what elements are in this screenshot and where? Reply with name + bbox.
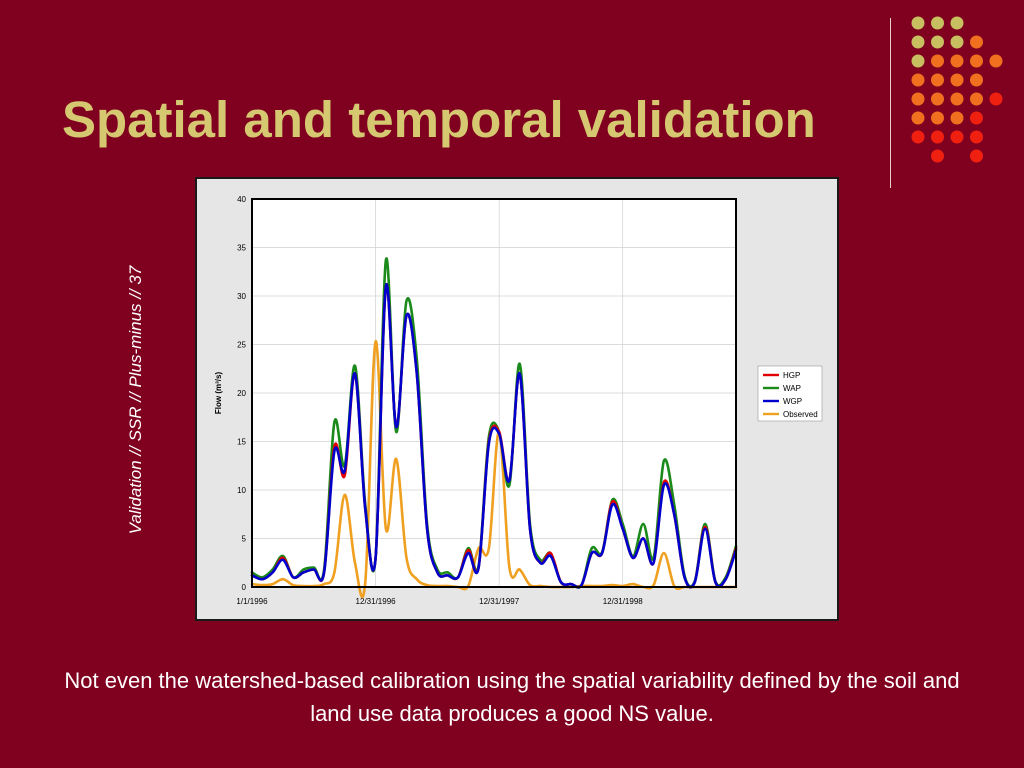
decor-dot (970, 54, 983, 68)
y-tick-label: 30 (237, 292, 246, 301)
decor-dot (950, 54, 964, 68)
decor-dot (931, 16, 944, 30)
decor-dot (931, 111, 944, 125)
decor-dot (970, 92, 983, 106)
y-tick-label: 15 (237, 438, 246, 447)
decor-dot (911, 54, 925, 68)
y-tick-label: 5 (242, 535, 247, 544)
decor-dot (950, 16, 964, 30)
slide-title: Spatial and temporal validation (62, 91, 816, 148)
series-line-observed (250, 340, 738, 599)
decor-dot (911, 35, 925, 49)
decor-dot (950, 35, 964, 49)
decor-dot (970, 130, 983, 144)
decor-dot (931, 54, 944, 68)
divider-line (890, 18, 891, 188)
y-tick-label: 10 (237, 486, 246, 495)
decor-dot (950, 73, 964, 87)
y-tick-labels: 0 5 10 15 20 25 30 35 40 (237, 195, 246, 592)
decor-dot (950, 111, 964, 125)
decor-dot (970, 35, 983, 49)
decor-dot (931, 149, 944, 163)
decor-dot (911, 16, 925, 30)
decor-dot (911, 92, 925, 106)
x-tick-labels: 1/1/1996 12/31/1996 12/31/1997 12/31/1998 (236, 597, 643, 606)
decor-dot (989, 54, 1003, 68)
decor-dot (989, 92, 1003, 106)
series-line-wgp (250, 282, 738, 589)
legend: HGP WAP WGP Observed (757, 365, 823, 422)
flow-chart: 0 5 10 15 20 25 30 35 40 1/1/1996 12/31/1996 12/31… (214, 195, 823, 606)
caption: Not even the watershed-based calibration… (64, 668, 960, 726)
decor-dot (911, 130, 925, 144)
y-tick-label: 25 (237, 341, 246, 350)
y-tick-label: 35 (237, 244, 246, 253)
decor-dot (911, 111, 925, 125)
decor-dot (970, 149, 983, 163)
x-tick-label: 12/31/1998 (603, 597, 644, 606)
decor-dot (931, 73, 944, 87)
legend-label: Observed (783, 410, 818, 419)
decor-dot (950, 130, 964, 144)
legend-label: HGP (783, 371, 800, 380)
chart-frame: 0 5 10 15 20 25 30 35 40 1/1/1996 12/31/1996 12/31… (195, 177, 839, 621)
side-label-container: Validation // SSR // Plus-minus // 37 (121, 240, 151, 560)
y-tick-label: 0 (242, 583, 247, 592)
decor-dot (970, 111, 983, 125)
x-tick-label: 12/31/1996 (356, 597, 397, 606)
decor-dot (931, 130, 944, 144)
x-tick-label: 1/1/1996 (236, 597, 268, 606)
y-axis-label: Flow (m³/s) (214, 372, 223, 415)
plot-border (251, 198, 737, 588)
side-label: Validation // SSR // Plus-minus // 37 (126, 265, 145, 535)
decor-dot (950, 92, 964, 106)
y-tick-label: 40 (237, 195, 246, 204)
legend-label: WGP (783, 397, 802, 406)
decor-dot (931, 35, 944, 49)
decor-dot (911, 73, 925, 87)
decor-dot (931, 92, 944, 106)
y-tick-label: 20 (237, 389, 246, 398)
decor-dot (970, 73, 983, 87)
dot-decoration (911, 16, 1003, 163)
x-tick-label: 12/31/1997 (479, 597, 520, 606)
legend-label: WAP (783, 384, 801, 393)
series-lines (250, 257, 738, 599)
